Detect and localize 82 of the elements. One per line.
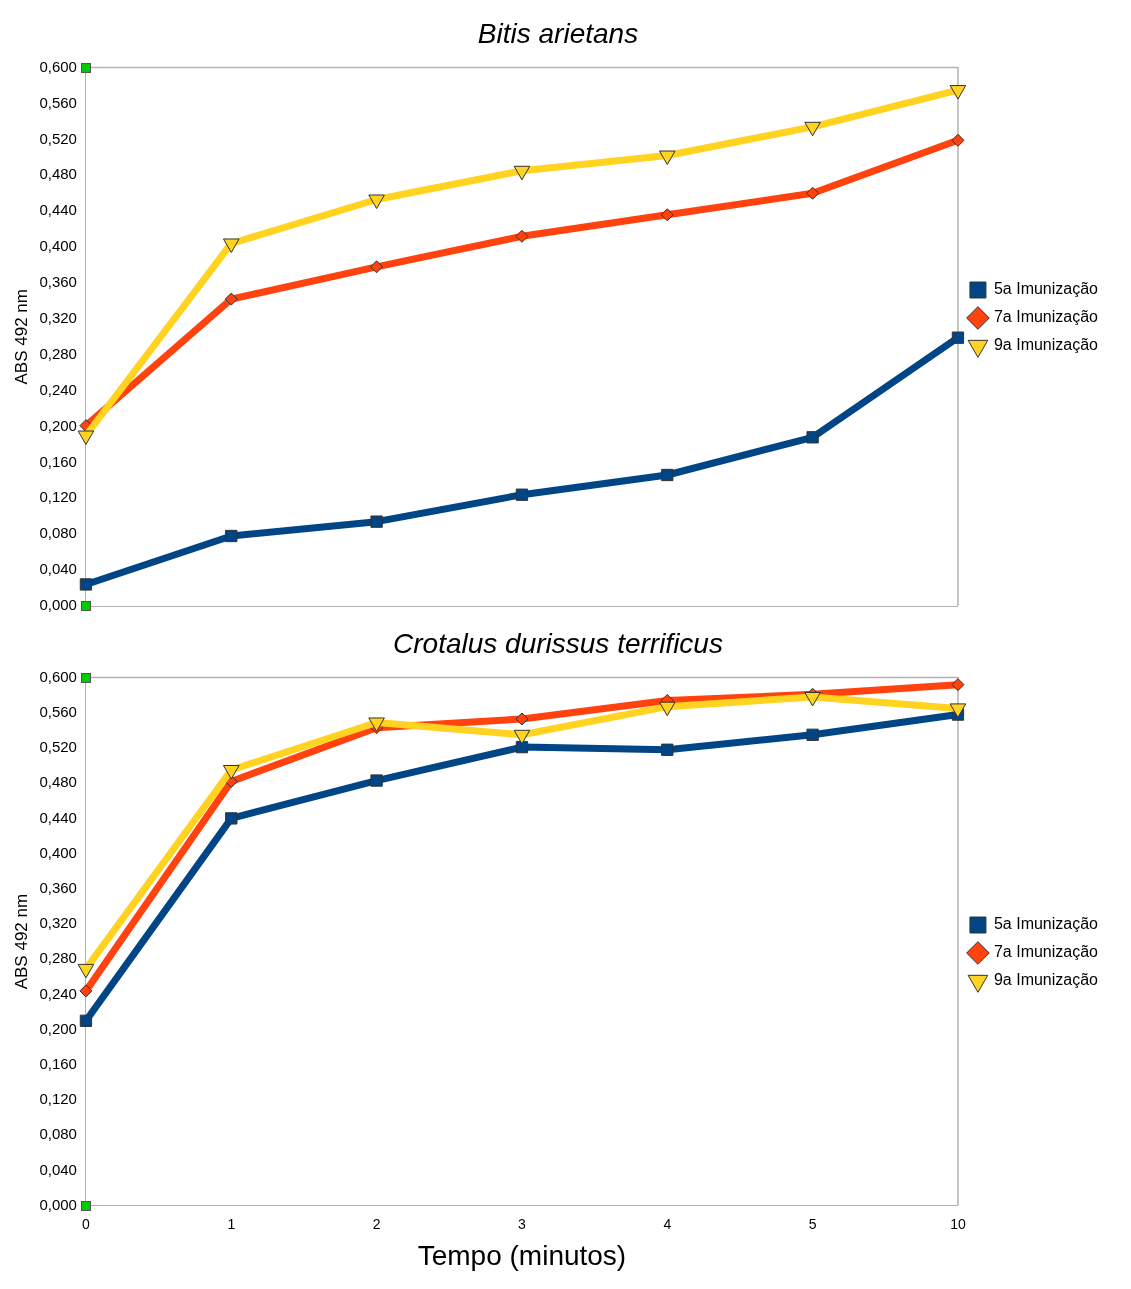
point [368, 194, 385, 210]
x-tick-label: 1 [227, 1215, 236, 1232]
y-tick-label: 0,320 [39, 914, 77, 932]
chart-title: Crotalus durissus terrificus [393, 627, 723, 659]
legend-label: 5a Imunização [993, 280, 1099, 298]
y-tick-label: 0,080 [39, 524, 77, 542]
y-tick-label: 0,560 [39, 702, 77, 720]
point [804, 691, 821, 707]
y-axis-title: ABS 492 nm [11, 289, 31, 385]
point [804, 121, 821, 137]
legend-label: 5a Imunização [993, 915, 1099, 933]
point [951, 678, 965, 692]
point [806, 728, 819, 741]
point [513, 729, 531, 745]
y-tick-label: 0,120 [39, 1090, 77, 1108]
x-tick-label: 10 [950, 1215, 966, 1232]
y-tick-label: 0,000 [39, 596, 77, 614]
point [79, 984, 93, 998]
legend-label: 7a Imunização [993, 943, 1099, 961]
point [661, 468, 674, 482]
chart-title: Bitis arietans [477, 17, 639, 49]
y-tick-label: 0,240 [39, 380, 77, 398]
point [949, 703, 967, 718]
x-tick-label: 4 [663, 1215, 672, 1232]
y-tick-label: 0,200 [39, 416, 77, 434]
y-tick-label: 0,000 [39, 1195, 77, 1213]
x-tick-label: 2 [372, 1215, 381, 1232]
point [222, 238, 240, 253]
y-tick-label: 0,480 [39, 165, 77, 183]
y-tick-label: 0,280 [39, 949, 77, 967]
y-tick-label: 0,360 [39, 878, 77, 896]
y-tick-label: 0,600 [39, 57, 77, 75]
point [661, 743, 674, 756]
point [225, 812, 238, 825]
point [515, 712, 529, 726]
y-tick-label: 0,560 [39, 93, 77, 111]
legend-label: 7a Imunização [993, 308, 1099, 326]
point [806, 186, 820, 200]
point [515, 229, 529, 243]
y-tick-label: 0,040 [39, 560, 77, 578]
point [806, 431, 819, 444]
point [949, 85, 967, 100]
y-tick-label: 0,160 [39, 1054, 77, 1072]
y-tick-label: 0,320 [39, 308, 77, 326]
legend-label: 9a Imunização [993, 336, 1099, 354]
y-tick-label: 0,240 [39, 984, 77, 1002]
y-tick-label: 0,280 [39, 344, 77, 362]
point [660, 208, 674, 222]
x-tick-label: 0 [82, 1215, 91, 1232]
y-tick-label: 0,040 [39, 1160, 77, 1178]
point [225, 529, 238, 543]
y-tick-label: 0,600 [39, 667, 77, 685]
y-axis-title: ABS 492 nm [11, 893, 31, 990]
y-tick-label: 0,120 [39, 488, 77, 506]
point [951, 133, 965, 147]
point [224, 292, 238, 306]
point [513, 165, 531, 181]
y-tick-label: 0,360 [39, 273, 77, 291]
y-tick-label: 0,400 [39, 237, 77, 255]
y-tick-label: 0,480 [39, 773, 77, 791]
y-tick-label: 0,160 [39, 452, 77, 470]
x-tick-label: 5 [808, 1215, 817, 1232]
point [370, 774, 383, 787]
y-tick-label: 0,200 [39, 1019, 77, 1037]
y-tick-label: 0,520 [39, 129, 77, 147]
point [515, 488, 529, 501]
x-axis-title: Tempo (minutos) [417, 1239, 627, 1271]
y-tick-label: 0,520 [39, 738, 77, 756]
legend-label: 9a Imunização [993, 971, 1099, 989]
point [79, 578, 93, 591]
point [79, 1014, 93, 1027]
y-tick-label: 0,440 [39, 808, 77, 826]
point [368, 717, 385, 732]
y-tick-label: 0,080 [39, 1125, 77, 1143]
point [370, 260, 384, 274]
x-tick-label: 3 [518, 1215, 527, 1232]
y-tick-label: 0,400 [39, 843, 77, 861]
point [951, 331, 965, 344]
point [370, 515, 383, 528]
y-tick-label: 0,440 [39, 201, 77, 219]
point [658, 701, 676, 717]
point [658, 150, 676, 166]
